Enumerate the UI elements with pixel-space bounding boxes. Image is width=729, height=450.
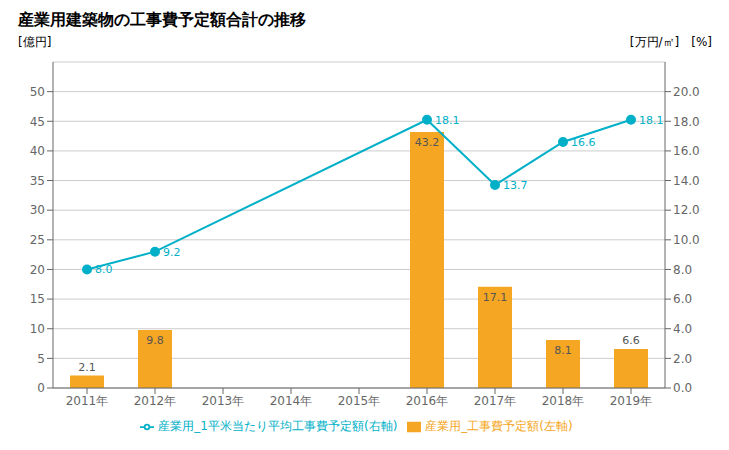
svg-text:2013年: 2013年 bbox=[202, 394, 245, 408]
svg-text:17.1: 17.1 bbox=[483, 291, 508, 304]
svg-text:35: 35 bbox=[30, 174, 45, 188]
html-text:[万円/㎡]: [万円/㎡] bbox=[629, 35, 680, 49]
svg-text:14.0: 14.0 bbox=[673, 174, 700, 188]
svg-text:10.0: 10.0 bbox=[673, 233, 700, 247]
svg-text:5: 5 bbox=[37, 352, 45, 366]
svg-text:4.0: 4.0 bbox=[673, 322, 692, 336]
svg-text:45: 45 bbox=[30, 115, 45, 129]
html-text:産業用_1平米当たり平均工事費予定額(右軸): 産業用_1平米当たり平均工事費予定額(右軸) bbox=[158, 419, 398, 433]
svg-text:2014年: 2014年 bbox=[270, 394, 313, 408]
svg-text:2015年: 2015年 bbox=[338, 394, 381, 408]
svg-text:50: 50 bbox=[30, 85, 45, 99]
html-text:[億円]: [億円] bbox=[18, 35, 52, 49]
svg-text:8.0: 8.0 bbox=[95, 263, 113, 276]
svg-text:30: 30 bbox=[30, 203, 45, 217]
svg-text:0.0: 0.0 bbox=[673, 381, 692, 395]
svg-text:2016年: 2016年 bbox=[406, 394, 449, 408]
svg-text:9.2: 9.2 bbox=[163, 246, 181, 259]
svg-text:20: 20 bbox=[30, 263, 45, 277]
svg-text:2018年: 2018年 bbox=[542, 394, 585, 408]
svg-text:12.0: 12.0 bbox=[673, 203, 700, 217]
svg-text:18.1: 18.1 bbox=[639, 114, 664, 127]
svg-text:13.7: 13.7 bbox=[503, 179, 528, 192]
svg-text:2012年: 2012年 bbox=[134, 394, 177, 408]
svg-text:2017年: 2017年 bbox=[474, 394, 517, 408]
svg-text:2.1: 2.1 bbox=[78, 361, 96, 374]
svg-text:2011年: 2011年 bbox=[66, 394, 109, 408]
html-text:産業用建築物の工事費予定額合計の推移: 産業用建築物の工事費予定額合計の推移 bbox=[18, 10, 306, 29]
svg-text:25: 25 bbox=[30, 233, 45, 247]
svg-text:40: 40 bbox=[30, 144, 45, 158]
svg-text:8.1: 8.1 bbox=[554, 344, 572, 357]
svg-text:10: 10 bbox=[30, 322, 45, 336]
svg-text:16.6: 16.6 bbox=[571, 136, 596, 149]
svg-text:20.0: 20.0 bbox=[673, 85, 700, 99]
svg-text:18.0: 18.0 bbox=[673, 115, 700, 129]
svg-text:2.0: 2.0 bbox=[673, 352, 692, 366]
svg-text:0: 0 bbox=[37, 381, 45, 395]
svg-text:2019年: 2019年 bbox=[610, 394, 653, 408]
svg-text:9.8: 9.8 bbox=[146, 334, 164, 347]
html-text:産業用_工事費予定額(左軸): 産業用_工事費予定額(左軸) bbox=[425, 419, 573, 433]
svg-text:16.0: 16.0 bbox=[673, 144, 700, 158]
svg-text:15: 15 bbox=[30, 292, 45, 306]
svg-text:6.6: 6.6 bbox=[622, 334, 640, 347]
svg-text:43.2: 43.2 bbox=[415, 136, 440, 149]
svg-text:18.1: 18.1 bbox=[435, 114, 460, 127]
svg-text:6.0: 6.0 bbox=[673, 292, 692, 306]
svg-text:8.0: 8.0 bbox=[673, 263, 692, 277]
